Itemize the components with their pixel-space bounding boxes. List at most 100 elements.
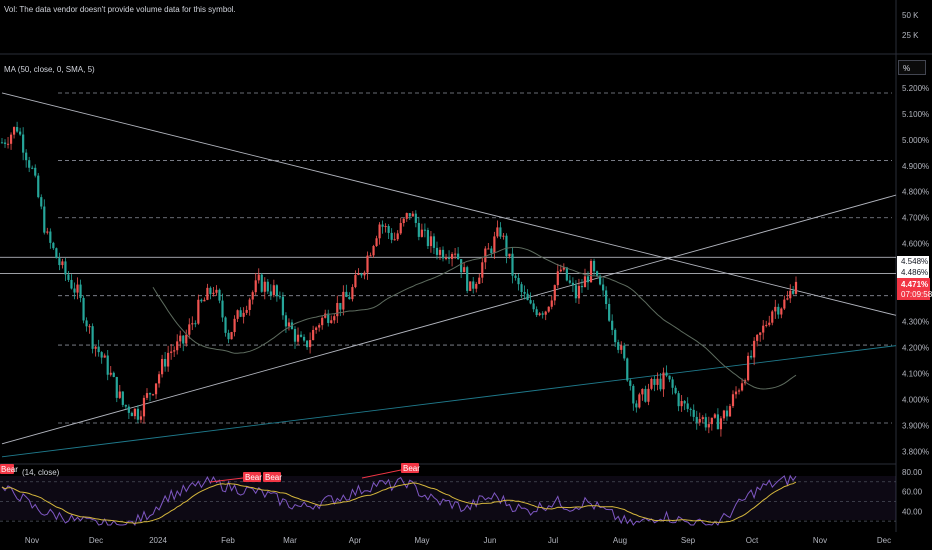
candle-body [154, 383, 158, 395]
candle-body [257, 274, 260, 281]
candle-body [318, 325, 321, 328]
candle-body [34, 167, 37, 176]
candle-body [170, 351, 173, 353]
candle-body [617, 342, 620, 350]
candle-body [638, 394, 641, 408]
candle-body [644, 388, 647, 402]
candle-body [336, 302, 339, 317]
candle-body [765, 324, 768, 326]
candle-body [339, 302, 342, 310]
rsi-line [1, 474, 797, 527]
candle-body [315, 327, 318, 330]
candle-body [164, 358, 167, 367]
rsi-axis: 80.00 60.00 40.00 [902, 468, 923, 516]
candle-body [6, 143, 10, 145]
candle-body [200, 299, 203, 302]
candle-body [438, 249, 442, 255]
candle-body [73, 288, 76, 293]
candle-body [106, 355, 109, 375]
candle-body [571, 282, 575, 286]
candle-body [91, 326, 94, 349]
candle-body [505, 235, 508, 257]
candle-body [393, 239, 396, 241]
candle-body [52, 242, 55, 249]
candle-body [109, 372, 112, 375]
rsi-indicator-label[interactable]: (14, close) [22, 468, 60, 477]
candle-body [112, 372, 115, 377]
candle-body [526, 293, 529, 301]
candle-body [544, 311, 547, 315]
candle-body [399, 223, 402, 234]
candle-body [550, 300, 553, 307]
candle-body [426, 230, 430, 247]
candle-body [209, 287, 212, 295]
scale-mode-button[interactable]: % [898, 60, 926, 75]
candle-body [647, 388, 650, 402]
candle-body [665, 372, 668, 376]
rsi-tick-label: 60.00 [902, 488, 923, 497]
candle-body [740, 383, 744, 391]
candle-body [278, 296, 281, 298]
bear-divergence-label: Bear [401, 463, 420, 473]
svg-text:Bear: Bear [265, 473, 282, 482]
candle-body [517, 277, 520, 285]
price-tick-label: 4.800% [902, 188, 929, 197]
candle-body [299, 334, 303, 337]
candle-body [547, 306, 550, 312]
candle-body [305, 340, 309, 348]
candle-body [0, 142, 4, 144]
candle-body [236, 310, 239, 319]
candle-body [538, 313, 541, 316]
ma-indicator-label[interactable]: MA (50, close, 0, SMA, 5) [4, 65, 95, 74]
candle-body [774, 306, 777, 312]
candle-body [139, 416, 143, 420]
price-tick-label: 4.900% [902, 162, 929, 171]
candle-body [469, 281, 472, 291]
candle-body [151, 394, 155, 396]
candle-body [302, 336, 306, 341]
candle-body [321, 317, 324, 326]
candle-body [293, 329, 297, 342]
candle-body [487, 248, 490, 250]
candle-body [677, 393, 680, 407]
candle-body [453, 253, 457, 255]
candle-body [725, 410, 729, 417]
candle-body [85, 320, 88, 327]
candle-body [762, 325, 765, 333]
candle-body [97, 346, 100, 353]
candle-body [218, 289, 221, 301]
candle-body [115, 376, 118, 398]
candle-body [31, 167, 34, 169]
candle-body [598, 275, 602, 285]
time-tick-label: Jun [484, 536, 497, 545]
svg-text:4.548%: 4.548% [901, 257, 928, 266]
candle-body [659, 378, 662, 390]
candle-body [768, 322, 771, 325]
candle-body [64, 261, 67, 275]
candle-body [523, 291, 526, 294]
price-tick-label: 4.700% [902, 214, 929, 223]
candle-body [789, 290, 792, 299]
price-tick-label: 3.800% [902, 448, 929, 457]
candle-body [493, 236, 496, 254]
price-tick-label: 5.200% [902, 84, 929, 93]
level-badge-lower: 4.486% [897, 267, 929, 278]
bear-divergence-label: Bear [263, 472, 282, 482]
candle-body [103, 355, 106, 358]
candle-body [792, 290, 795, 294]
candle-body [457, 253, 460, 260]
candle-body [747, 355, 750, 381]
candle-body [345, 291, 348, 298]
candle-body [499, 227, 502, 237]
candle-body [287, 322, 291, 327]
time-tick-label: Dec [89, 536, 103, 545]
candle-body [327, 313, 330, 323]
candle-body [194, 323, 197, 325]
candle-body [46, 231, 49, 233]
candle-body [160, 358, 164, 375]
candle-body [206, 287, 209, 300]
candle-body [632, 385, 635, 404]
candle-body [215, 289, 218, 293]
volume-note: Vol: The data vendor doesn't provide vol… [4, 5, 236, 14]
